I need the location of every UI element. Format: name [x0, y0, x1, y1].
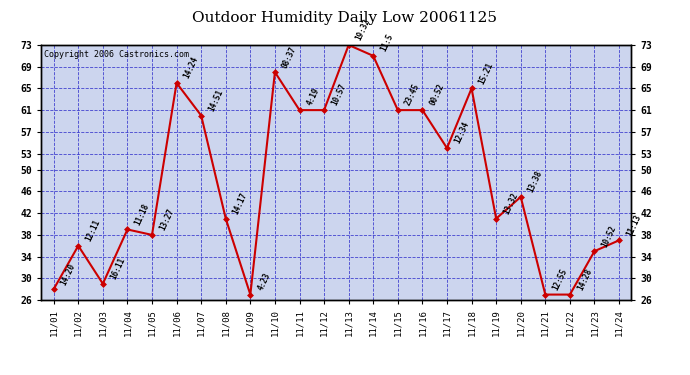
Text: 12:11: 12:11 — [83, 218, 101, 243]
Text: 12:55: 12:55 — [551, 267, 569, 292]
Text: 11:18: 11:18 — [133, 202, 151, 227]
Text: 13:32: 13:32 — [502, 191, 520, 216]
Text: 11:5: 11:5 — [379, 33, 395, 53]
Text: Copyright 2006 Castronics.com: Copyright 2006 Castronics.com — [44, 50, 189, 59]
Text: 13:27: 13:27 — [157, 207, 175, 232]
Text: 19:32: 19:32 — [354, 18, 372, 42]
Text: 4:19: 4:19 — [305, 87, 321, 107]
Text: 08:37: 08:37 — [280, 45, 298, 69]
Text: 14:51: 14:51 — [207, 88, 225, 113]
Text: 10:52: 10:52 — [600, 224, 618, 248]
Text: 14:24: 14:24 — [182, 56, 200, 80]
Text: 15:21: 15:21 — [477, 61, 495, 86]
Text: 10:57: 10:57 — [330, 82, 348, 107]
Text: 14:17: 14:17 — [231, 191, 249, 216]
Text: 13:38: 13:38 — [526, 170, 544, 194]
Text: 14:20: 14:20 — [59, 262, 77, 286]
Text: Outdoor Humidity Daily Low 20061125: Outdoor Humidity Daily Low 20061125 — [193, 11, 497, 25]
Text: 00:52: 00:52 — [428, 82, 446, 107]
Text: 12:34: 12:34 — [453, 120, 471, 145]
Text: 11:13: 11:13 — [624, 213, 642, 237]
Text: 4:23: 4:23 — [256, 271, 272, 292]
Text: 14:28: 14:28 — [575, 267, 593, 292]
Text: 16:11: 16:11 — [108, 256, 126, 281]
Text: 23:45: 23:45 — [404, 82, 422, 107]
